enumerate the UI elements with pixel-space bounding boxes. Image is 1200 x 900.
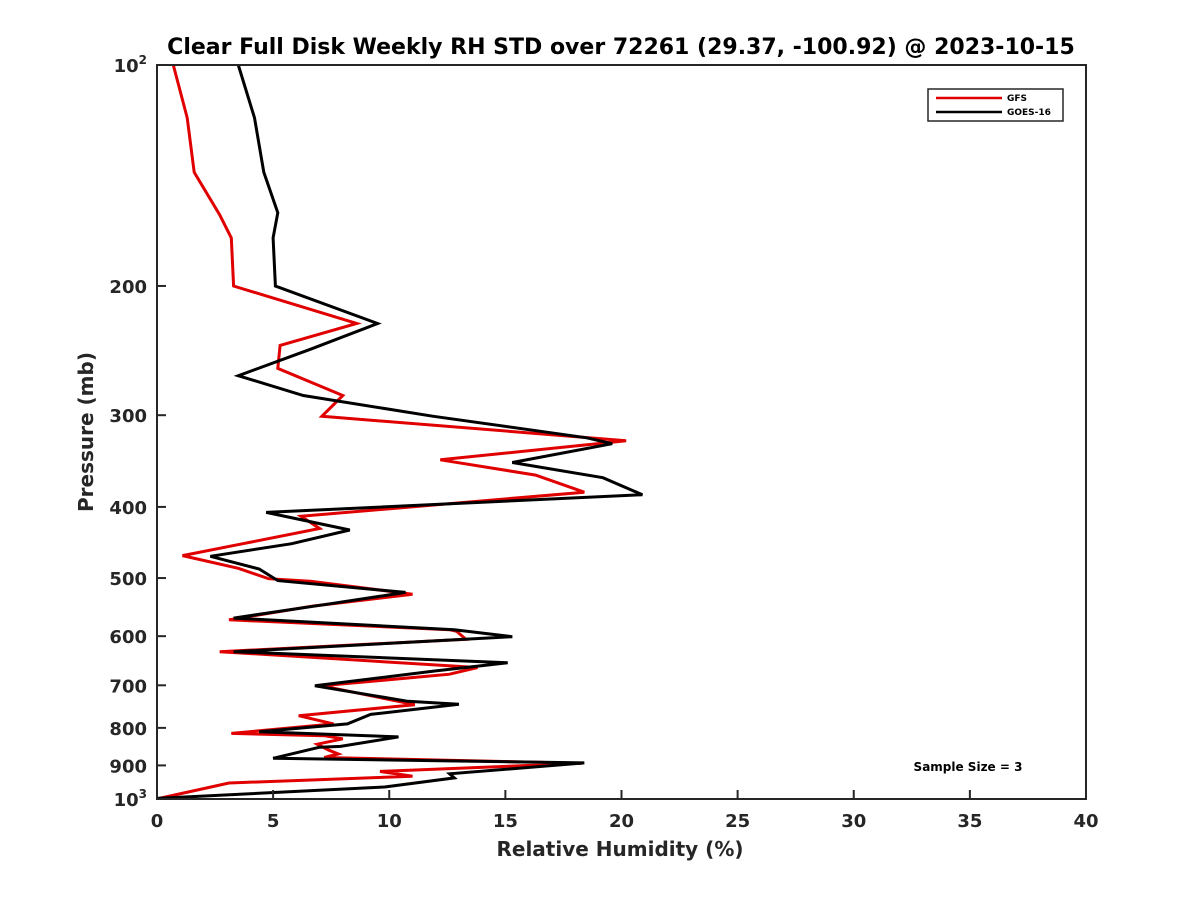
x-tick-label: 10 bbox=[377, 811, 402, 832]
legend-label-goes-16: GOES-16 bbox=[1007, 108, 1051, 118]
y-tick-label: 200 bbox=[109, 277, 147, 298]
y-tick-label: 600 bbox=[109, 627, 147, 648]
x-axis: 0 5 10 15 20 25 30 35 40 bbox=[151, 790, 1099, 832]
y-axis-label: Pressure (mb) bbox=[74, 352, 98, 512]
series-line-goes-16 bbox=[156, 64, 643, 800]
y-tick-label: 800 bbox=[109, 719, 147, 740]
x-tick-label: 40 bbox=[1073, 811, 1098, 832]
y-tick-label: 700 bbox=[109, 676, 147, 697]
sample-size-note: Sample Size = 3 bbox=[914, 760, 1023, 774]
legend-label-gfs: GFS bbox=[1007, 94, 1027, 104]
y-tick-label: 103 bbox=[114, 787, 147, 811]
legend-box bbox=[927, 88, 1064, 122]
x-tick-label: 5 bbox=[267, 811, 280, 832]
x-tick-label: 15 bbox=[493, 811, 518, 832]
y-axis: 102 200 300 400 500 600 700 800 900 103 bbox=[109, 53, 166, 811]
x-tick-label: 25 bbox=[725, 811, 750, 832]
chart-title: Clear Full Disk Weekly RH STD over 72261… bbox=[167, 35, 1075, 60]
y-tick-label: 500 bbox=[109, 569, 147, 590]
y-tick-label: 300 bbox=[109, 406, 147, 427]
x-tick-label: 35 bbox=[957, 811, 982, 832]
plot-frame bbox=[156, 64, 1087, 800]
series-line-gfs bbox=[158, 64, 627, 800]
legend: GFS GOES-16 bbox=[927, 88, 1064, 122]
x-tick-label: 30 bbox=[841, 811, 866, 832]
x-axis-label: Relative Humidity (%) bbox=[496, 837, 743, 861]
plot-area bbox=[156, 64, 643, 800]
x-tick-label: 20 bbox=[609, 811, 634, 832]
y-tick-label: 400 bbox=[109, 498, 147, 519]
y-tick-label: 102 bbox=[114, 53, 147, 77]
x-tick-label: 0 bbox=[151, 811, 164, 832]
y-tick-label: 900 bbox=[109, 756, 147, 777]
